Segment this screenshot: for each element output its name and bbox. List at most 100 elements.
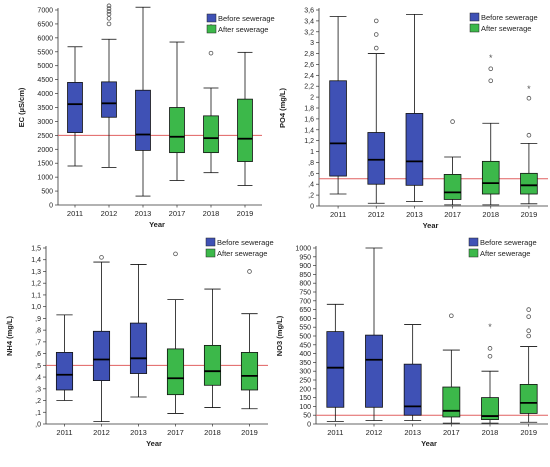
outlier-circle xyxy=(106,11,112,17)
box-2013 xyxy=(403,324,422,421)
y-tick-label: 400 xyxy=(299,351,311,358)
y-tick-label: 500 xyxy=(299,334,311,341)
y-tick-label: ,7 xyxy=(35,339,41,346)
y-tick-label: 950 xyxy=(299,254,311,261)
box-2012 xyxy=(367,53,386,204)
outlier-circle xyxy=(526,314,531,319)
box-body xyxy=(367,132,386,185)
box-2017 xyxy=(443,156,462,206)
outlier-circle xyxy=(247,269,252,274)
box-2013 xyxy=(129,264,148,398)
y-tick-label: ,6 xyxy=(35,351,41,358)
x-tick-label: 2017 xyxy=(167,428,184,437)
chart-svg: ,0 ,1 ,2 ,3 ,4 ,5 ,6 ,7 ,8 ,9 1,0 1,1 1,2 1,3 1,4 1,5 NH… xyxy=(5,237,274,448)
y-axis-label: EC (µS/cm) xyxy=(17,87,26,127)
box-body xyxy=(237,98,253,162)
box-2013 xyxy=(135,6,151,197)
box-body xyxy=(67,82,83,133)
outlier-circle xyxy=(99,255,104,260)
x-tick-label: 2013 xyxy=(406,210,423,219)
legend-swatch-after xyxy=(469,23,480,33)
box-body xyxy=(326,331,345,408)
y-tick-label: 150 xyxy=(299,395,311,402)
x-tick-label: 2011 xyxy=(330,210,346,219)
y-tick-label: 1 xyxy=(310,149,314,156)
extreme-outlier-star: * xyxy=(527,84,531,94)
y-tick-label: 3 xyxy=(310,40,314,47)
y-tick-label: 50 xyxy=(303,413,311,420)
x-tick-label: 2011 xyxy=(67,209,83,218)
box-2017 xyxy=(166,299,185,414)
y-tick-label: ,4 xyxy=(308,182,314,189)
outlier-circle xyxy=(106,9,112,14)
y-tick-label: 4500 xyxy=(37,77,53,84)
x-tick-label: 2018 xyxy=(204,428,221,437)
outlier-circle xyxy=(488,66,494,72)
box-2019 xyxy=(519,346,538,423)
legend: Before sewerage After sewerage xyxy=(468,237,537,258)
panel-po4: 0 ,2 ,4 ,6 ,8 1 1,2 1,4 1,6 1,8 2 2,2 2,4 2,6 2,8 3 3,2 3… xyxy=(275,0,550,231)
legend-label-after: After sewerage xyxy=(217,249,267,258)
box-2018 xyxy=(203,87,219,174)
box-2017 xyxy=(442,349,461,424)
legend: Before sewerage After sewerage xyxy=(205,237,274,258)
y-tick-label: 1,6 xyxy=(304,116,314,123)
outlier-circle xyxy=(487,346,493,351)
outlier-circle xyxy=(106,3,112,9)
x-tick-label: 2013 xyxy=(404,428,421,437)
box-body xyxy=(443,174,462,200)
y-tick-label: 1,4 xyxy=(304,127,314,134)
panel-no3: 0 50 100 150 200 250 300 350 400 450 500 550 600 650 7… xyxy=(275,231,550,462)
y-tick-label: ,6 xyxy=(308,171,314,178)
x-tick-label: 2018 xyxy=(482,210,499,219)
legend-swatch-before xyxy=(468,237,479,247)
extreme-outlier-star: * xyxy=(488,322,492,332)
x-tick-label: 2017 xyxy=(443,428,460,437)
legend-label-after: After sewerage xyxy=(218,25,268,34)
x-tick-label: 2011 xyxy=(56,428,72,437)
legend-label-before: Before sewerage xyxy=(218,14,275,23)
box-body xyxy=(520,172,538,195)
panel-ec: 0 500 1000 1500 2000 2500 3000 3500 4000 4500 5000… xyxy=(0,0,275,231)
y-tick-label: 4000 xyxy=(37,91,53,98)
outlier-circle xyxy=(106,21,112,27)
y-tick-label: 250 xyxy=(299,378,311,385)
x-tick-label: 2012 xyxy=(368,210,385,219)
y-tick-label: 1,0 xyxy=(31,304,41,311)
outlier-circle xyxy=(106,16,112,21)
x-tick-label: 2017 xyxy=(444,210,461,219)
y-tick-label: 1,3 xyxy=(31,269,41,276)
y-tick-label: 1,8 xyxy=(304,106,314,113)
y-tick-label: 800 xyxy=(299,281,311,288)
y-tick-label: ,8 xyxy=(35,328,41,335)
y-tick-label: 2,2 xyxy=(304,84,314,91)
box-body xyxy=(405,113,424,186)
y-tick-label: 1,4 xyxy=(31,257,41,264)
box-body xyxy=(92,330,111,381)
y-tick-label: 1,1 xyxy=(31,292,41,299)
box-body xyxy=(203,115,219,154)
box-2012 xyxy=(365,247,383,421)
box-2012 xyxy=(92,261,111,423)
y-tick-label: 1,5 xyxy=(31,246,41,253)
y-tick-label: 0 xyxy=(307,422,311,429)
y-tick-label: ,8 xyxy=(308,160,314,167)
box-2011 xyxy=(326,303,345,422)
x-tick-label: 2013 xyxy=(135,209,152,218)
y-tick-label: ,5 xyxy=(35,363,41,370)
y-tick-label: 3,2 xyxy=(304,29,314,36)
y-tick-label: 1500 xyxy=(37,161,53,168)
outlier-circle xyxy=(450,119,455,124)
y-tick-label: 300 xyxy=(299,369,311,376)
legend-label-before: Before sewerage xyxy=(217,238,274,247)
legend: Before sewerage After sewerage xyxy=(206,13,275,34)
x-tick-label: 2012 xyxy=(366,428,383,437)
box-body xyxy=(166,348,185,396)
x-tick-label: 2019 xyxy=(520,428,537,437)
y-tick-label: 0 xyxy=(49,203,53,210)
box-body xyxy=(129,322,148,374)
box-2013 xyxy=(405,13,424,203)
outlier-circle xyxy=(173,251,178,257)
